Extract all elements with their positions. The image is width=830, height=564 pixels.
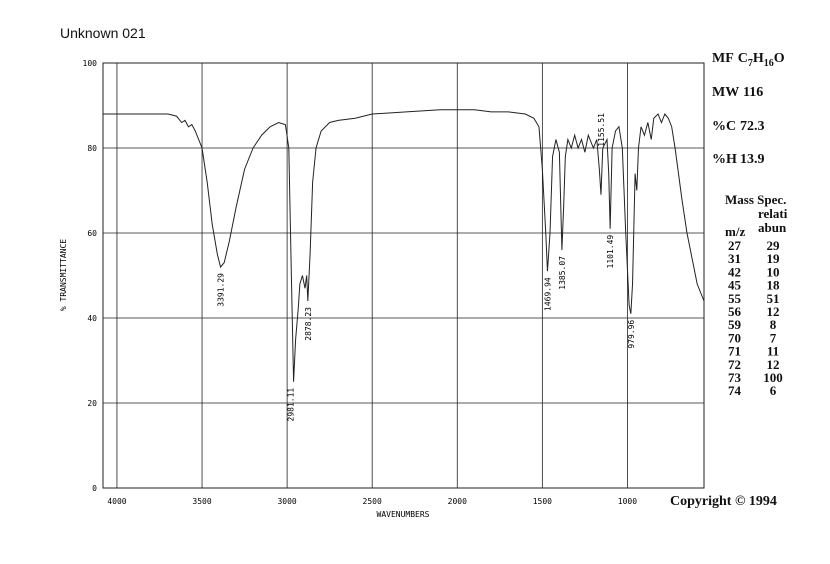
hydrogen-label: %H <box>712 152 737 167</box>
mz-cell: 74 <box>728 383 742 398</box>
mz-cell: 42 <box>728 264 741 279</box>
formula-label: MF <box>712 51 734 66</box>
x-tick-label: 1500 <box>533 497 552 506</box>
peak-label: 1469.94 <box>543 277 552 311</box>
x-tick-label: 3000 <box>277 497 296 506</box>
formula-subscript: 16 <box>764 58 774 69</box>
copyright: Copyright © 1994 <box>670 494 777 509</box>
peak-label: 2981.11 <box>286 388 295 422</box>
x-tick-label: 2000 <box>448 497 467 506</box>
peak-label: 1101.49 <box>606 235 615 269</box>
abundance-cell: 18 <box>767 278 781 293</box>
abundance-cell: 51 <box>767 291 780 306</box>
chart-title: Unknown 021 <box>60 25 146 41</box>
hydrogen-value: 13.9 <box>740 152 765 167</box>
mz-cell: 55 <box>728 291 742 306</box>
abundance-cell: 10 <box>767 264 780 279</box>
abundance-cell: 11 <box>767 344 779 359</box>
y-tick-label: 0 <box>92 484 97 493</box>
y-tick-label: 100 <box>83 59 98 68</box>
formula-element: O <box>774 51 785 66</box>
peak-label: 1155.51 <box>597 113 606 147</box>
y-tick-label: 60 <box>87 229 97 238</box>
y-tick-label: 40 <box>87 314 97 323</box>
abundance-cell: 8 <box>770 317 777 332</box>
mz-cell: 56 <box>728 304 742 319</box>
x-tick-label: 4000 <box>107 497 126 506</box>
spectrum-line <box>103 109 705 382</box>
abundance-cell: 12 <box>767 357 780 372</box>
mw-label: MW <box>712 85 739 100</box>
formula-subscript: 7 <box>748 58 753 69</box>
x-tick-label: 3500 <box>192 497 211 506</box>
y-axis-label: % TRANSMITTANCE <box>59 239 68 311</box>
formula-element: C <box>738 51 748 66</box>
abundance-cell: 12 <box>767 304 780 319</box>
abundance-cell: 29 <box>767 238 781 253</box>
peak-label: 979.96 <box>627 320 636 349</box>
carbon-label: %C <box>712 119 736 134</box>
mz-cell: 73 <box>728 370 742 385</box>
mz-cell: 71 <box>728 344 741 359</box>
formula: MF C7H16O <box>712 51 785 69</box>
abundance-cell: 19 <box>767 251 781 266</box>
mz-cell: 45 <box>728 278 742 293</box>
mass-spec-title: Mass Spec. <box>725 192 786 207</box>
peak-label: 1385.07 <box>558 256 567 290</box>
x-axis-label: WAVENUMBERS <box>377 510 430 519</box>
abundance-cell: 7 <box>770 330 777 345</box>
y-tick-label: 20 <box>87 399 97 408</box>
mass-spec-subheader: relati <box>758 206 788 221</box>
mw-value: 116 <box>743 85 763 100</box>
peak-label: 3391.29 <box>217 273 226 307</box>
x-tick-label: 1000 <box>618 497 637 506</box>
mz-cell: 27 <box>728 238 742 253</box>
abundance-cell: 6 <box>770 383 777 398</box>
x-tick-label: 2500 <box>363 497 382 506</box>
mass-spec-header: m/z <box>725 224 745 239</box>
mz-cell: 59 <box>728 317 742 332</box>
formula-element: H <box>753 51 764 66</box>
mz-cell: 70 <box>728 330 741 345</box>
peak-label: 2878.23 <box>304 307 313 341</box>
carbon-value: 72.3 <box>740 119 765 134</box>
mass-spec-header: abun <box>758 220 787 235</box>
y-tick-label: 80 <box>87 144 97 153</box>
mz-cell: 72 <box>728 357 741 372</box>
mz-cell: 31 <box>728 251 741 266</box>
abundance-cell: 100 <box>763 370 783 385</box>
